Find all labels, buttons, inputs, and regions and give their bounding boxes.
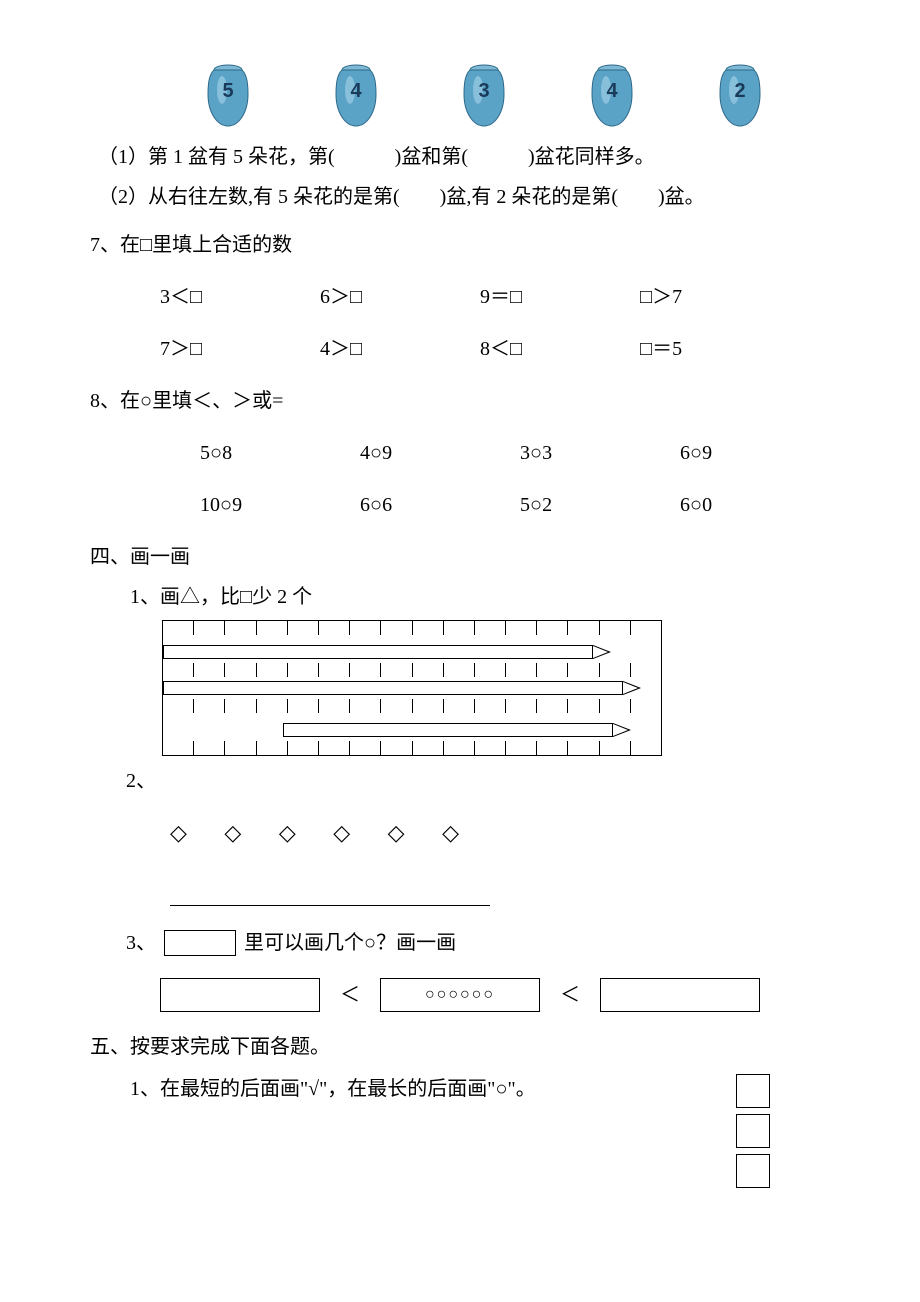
blank-box[interactable] (164, 930, 236, 956)
checkbox-1[interactable] (736, 1074, 770, 1108)
lt-symbol: ＜ (340, 976, 360, 1014)
diamond-row: ◇ ◇ ◇ ◇ ◇ ◇ (170, 812, 830, 854)
ruler-mid2 (163, 699, 661, 713)
answer-box-left[interactable] (160, 978, 320, 1012)
sec5-q1: 1、在最短的后面画"√"，在最长的后面画"○"。 (130, 1070, 536, 1108)
q7-title: 7、在□里填上合适的数 (90, 226, 830, 264)
q7-cell: 9＝□ (480, 278, 640, 316)
sec4-q2-label: 2、 (126, 762, 830, 800)
q7-row1: 3＜□ 6＞□ 9＝□ □＞7 (160, 278, 830, 316)
q8-cell: 3○3 (520, 434, 680, 472)
q8-cell: 6○0 (680, 486, 840, 524)
pencil-2 (163, 677, 661, 699)
pot-number: 3 (478, 72, 489, 110)
sec4-q1: 1、画△，比□少 2 个 (130, 578, 830, 616)
q7-cell: 7＞□ (160, 330, 320, 368)
checkbox-column (736, 1074, 770, 1194)
q7-cell: 8＜□ (480, 330, 640, 368)
checkbox-3[interactable] (736, 1154, 770, 1188)
pot-number: 4 (606, 72, 617, 110)
pot-3: 3 (456, 60, 512, 130)
q8-cell: 6○9 (680, 434, 840, 472)
ruler-top (163, 621, 661, 635)
pot-2: 4 (328, 60, 384, 130)
q7-row2: 7＞□ 4＞□ 8＜□ □＝5 (160, 330, 830, 368)
answer-box-middle: ○○○○○○ (380, 978, 540, 1012)
q7-cell: □＞7 (640, 278, 800, 316)
q8-cell: 10○9 (200, 486, 360, 524)
q8-cell: 4○9 (360, 434, 520, 472)
ruler-mid (163, 663, 661, 677)
q7-cell: 6＞□ (320, 278, 480, 316)
answer-line[interactable] (170, 872, 490, 906)
sec4-title: 四、画一画 (90, 538, 830, 576)
q7-cell: 3＜□ (160, 278, 320, 316)
pencil-1 (163, 641, 661, 663)
pencil-3 (163, 719, 661, 741)
sec4-q3-boxes: ＜ ○○○○○○ ＜ (160, 976, 830, 1014)
q-pots-2: （2）从右往左数,有 5 朵花的是第( )盆,有 2 朵花的是第( )盆。 (98, 178, 830, 216)
q8-row2: 10○9 6○6 5○2 6○0 (200, 486, 830, 524)
sec5-title: 五、按要求完成下面各题。 (90, 1028, 830, 1066)
q7-cell: 4＞□ (320, 330, 480, 368)
pot-5: 2 (712, 60, 768, 130)
q8-cell: 5○8 (200, 434, 360, 472)
pot-number: 2 (734, 72, 745, 110)
q-pots-1: （1）第 1 盆有 5 朵花，第( )盆和第( )盆花同样多。 (98, 138, 830, 176)
pencils-diagram (162, 620, 662, 756)
q8-title: 8、在○里填＜、＞或= (90, 382, 830, 420)
checkbox-2[interactable] (736, 1114, 770, 1148)
pot-4: 4 (584, 60, 640, 130)
sec4-q3: 3、 里可以画几个○？画一画 (126, 924, 830, 962)
q8-row1: 5○8 4○9 3○3 6○9 (200, 434, 830, 472)
q8-cell: 5○2 (520, 486, 680, 524)
pot-number: 4 (350, 72, 361, 110)
q7-cell: □＝5 (640, 330, 800, 368)
pot-number: 5 (222, 72, 233, 110)
pot-row: 5 4 3 4 2 (200, 60, 830, 130)
lt-symbol: ＜ (560, 976, 580, 1014)
sec4-q3-text: 里可以画几个○？画一画 (244, 924, 456, 962)
ruler-bottom (163, 741, 661, 755)
pot-1: 5 (200, 60, 256, 130)
sec4-q3-prefix: 3、 (126, 924, 156, 962)
q8-cell: 6○6 (360, 486, 520, 524)
answer-box-right[interactable] (600, 978, 760, 1012)
